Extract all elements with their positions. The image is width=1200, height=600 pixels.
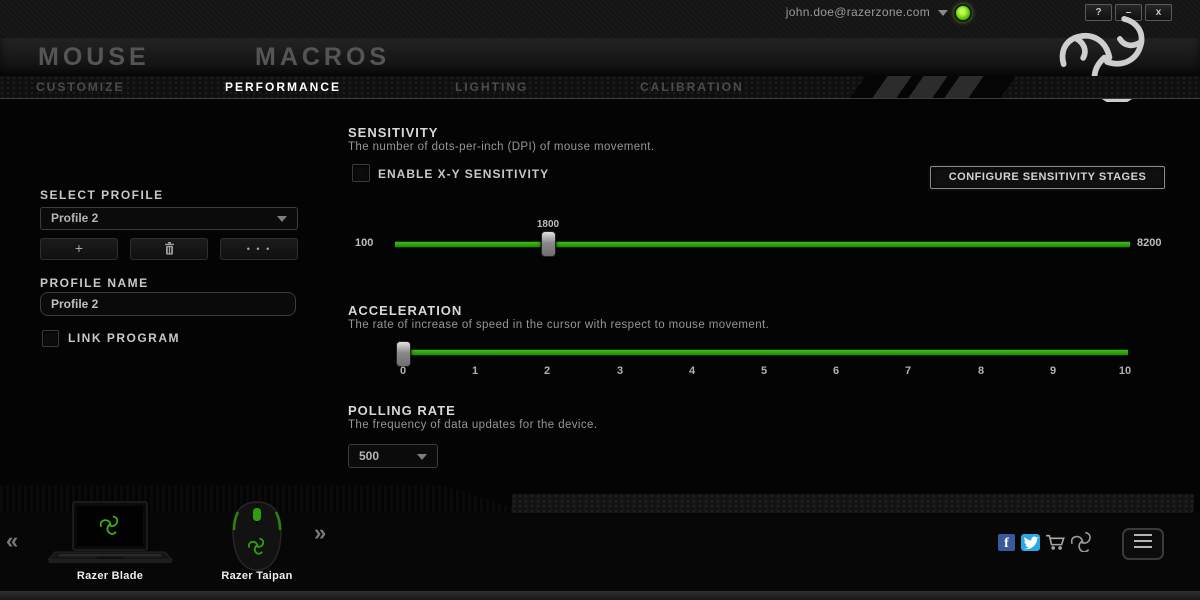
acceleration-slider-handle[interactable] [396, 341, 411, 367]
sensitivity-value-label: 1800 [536, 219, 560, 230]
device-bar [0, 513, 1200, 600]
account-dropdown-icon[interactable] [938, 10, 948, 16]
accel-tick: 6 [832, 365, 840, 377]
facebook-icon[interactable]: f [998, 534, 1015, 551]
device-razer-blade-image[interactable] [45, 500, 175, 566]
sensitivity-slider-handle[interactable] [541, 231, 556, 257]
tab-macros[interactable]: MACROS [255, 43, 391, 71]
accel-tick: 7 [904, 365, 912, 377]
accel-tick: 8 [977, 365, 985, 377]
sensitivity-min-label: 100 [355, 237, 374, 249]
acceleration-description: The rate of increase of speed in the cur… [348, 319, 770, 331]
select-profile-label: SELECT PROFILE [40, 188, 164, 202]
tab-lighting[interactable]: LIGHTING [455, 80, 529, 94]
profile-name-label: PROFILE NAME [40, 276, 149, 290]
chevron-down-icon [277, 216, 287, 222]
accel-tick: 9 [1049, 365, 1057, 377]
device-label-razer-taipan[interactable]: Razer Taipan [221, 570, 293, 582]
device-label-razer-blade[interactable]: Razer Blade [76, 570, 144, 582]
twitter-bird-icon [1023, 536, 1039, 550]
titlebar [0, 0, 1200, 38]
minimize-button[interactable]: – [1115, 4, 1142, 21]
link-program-label: LINK PROGRAM [68, 331, 180, 345]
account-email[interactable]: john.doe@razerzone.com [785, 5, 930, 19]
polling-rate-select[interactable]: 500 [348, 444, 438, 468]
carousel-prev-button[interactable]: « [6, 528, 19, 553]
trash-icon [164, 242, 174, 255]
accel-tick: 4 [688, 365, 696, 377]
accel-tick: 3 [616, 365, 624, 377]
sensitivity-max-label: 8200 [1137, 237, 1162, 249]
tab-customize[interactable]: CUSTOMIZE [36, 80, 125, 94]
footer-honeycomb-strip [512, 494, 1194, 513]
tab-mouse[interactable]: MOUSE [38, 43, 150, 71]
accel-tick: 5 [760, 365, 768, 377]
tab-performance[interactable]: PERFORMANCE [225, 80, 342, 94]
accel-tick: 1 [471, 365, 479, 377]
device-razer-taipan-image[interactable] [222, 500, 292, 574]
polling-rate-description: The frequency of data updates for the de… [348, 419, 598, 431]
main-tab-bar [0, 38, 1200, 76]
twitter-icon[interactable] [1021, 534, 1040, 551]
help-button[interactable]: ? [1085, 4, 1112, 21]
menu-button[interactable] [1122, 528, 1164, 560]
hamburger-icon [1134, 540, 1152, 542]
sensitivity-description: The number of dots-per-inch (DPI) of mou… [348, 141, 655, 153]
accel-tick: 2 [543, 365, 551, 377]
tab-calibration[interactable]: CALIBRATION [640, 80, 744, 94]
link-program-checkbox[interactable] [42, 330, 59, 347]
more-profile-options-button[interactable]: • • • [220, 238, 298, 260]
chevron-down-icon [417, 454, 427, 460]
store-cart-icon[interactable] [1045, 534, 1066, 556]
polling-rate-value: 500 [359, 449, 380, 463]
sensitivity-slider-track[interactable] [395, 241, 1130, 248]
profile-name-input[interactable]: Profile 2 [40, 292, 296, 316]
enable-xy-sensitivity-checkbox[interactable] [352, 164, 370, 182]
sub-tab-bar [0, 76, 1200, 99]
profile-select-value: Profile 2 [51, 211, 99, 225]
hamburger-icon [1134, 546, 1152, 548]
polling-rate-title: POLLING RATE [348, 403, 456, 418]
add-profile-button[interactable]: + [40, 238, 118, 260]
delete-profile-button[interactable] [130, 238, 208, 260]
configure-sensitivity-stages-button[interactable]: CONFIGURE SENSITIVITY STAGES [930, 166, 1165, 189]
hamburger-icon [1134, 534, 1152, 536]
sensitivity-title: SENSITIVITY [348, 125, 439, 140]
razer-community-icon[interactable] [1070, 531, 1093, 557]
accel-tick: 0 [399, 365, 407, 377]
enable-xy-sensitivity-label: ENABLE X-Y SENSITIVITY [378, 167, 550, 181]
profile-select[interactable]: Profile 2 [40, 207, 298, 230]
acceleration-slider-track[interactable] [400, 349, 1128, 356]
close-button[interactable]: x [1145, 4, 1172, 21]
carousel-next-button[interactable]: » [314, 520, 327, 545]
bottom-edge-strip [0, 591, 1200, 600]
acceleration-title: ACCELERATION [348, 303, 463, 318]
accel-tick: 10 [1118, 365, 1132, 377]
profile-name-value: Profile 2 [51, 297, 99, 311]
online-status-icon [954, 4, 972, 22]
